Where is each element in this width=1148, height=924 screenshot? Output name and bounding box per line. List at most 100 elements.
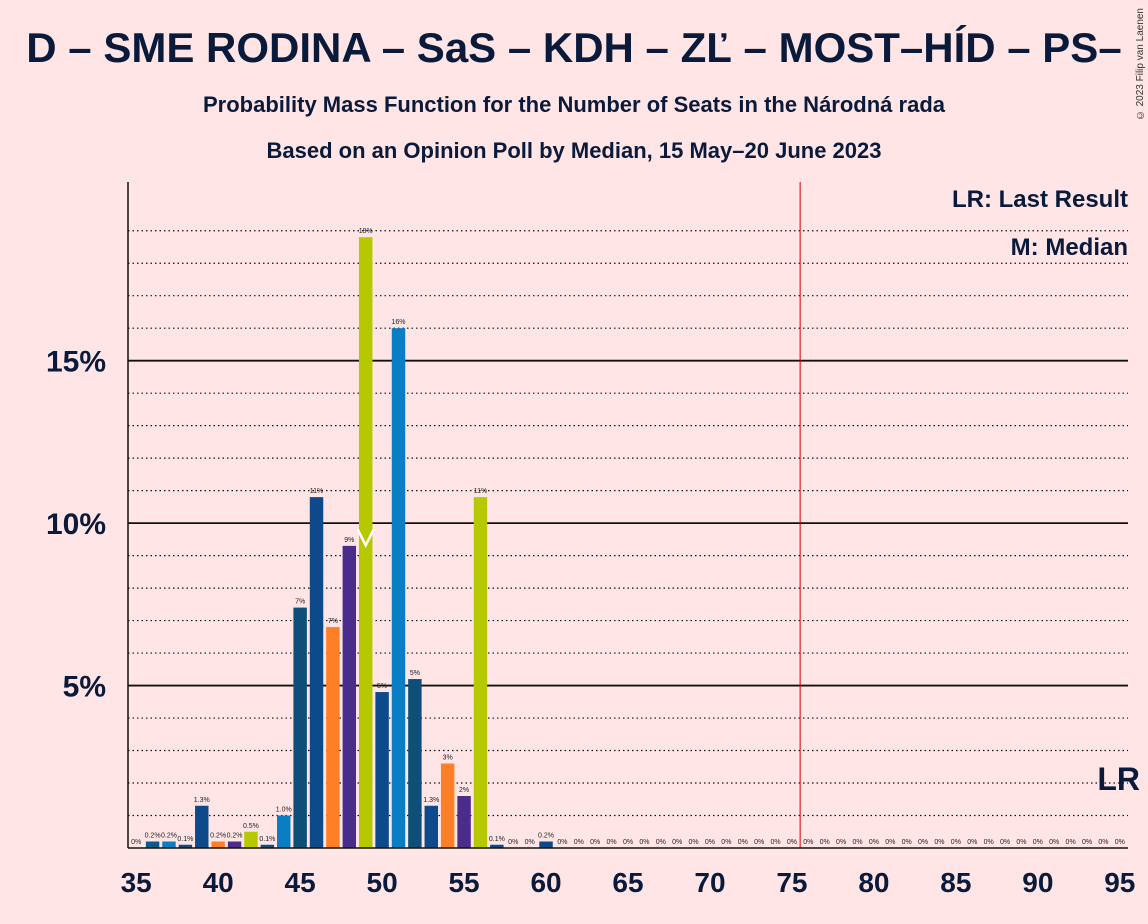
bar-label-seat-41: 0.2% bbox=[227, 833, 243, 840]
bar-seat-45 bbox=[293, 607, 307, 848]
bar-seat-42 bbox=[244, 831, 258, 848]
legend-median: M: Median bbox=[1010, 234, 1128, 261]
chart-markers: LR bbox=[356, 528, 1140, 797]
bar-label-seat-46: 11% bbox=[310, 488, 324, 495]
bar-label-seat-75: 0% bbox=[787, 839, 797, 846]
bar-seat-43 bbox=[260, 844, 275, 848]
bar-label-seat-92: 0% bbox=[1066, 839, 1076, 846]
bar-label-seat-42: 0.5% bbox=[243, 823, 259, 830]
bar-seat-50 bbox=[375, 692, 389, 848]
bar-label-seat-48: 9% bbox=[344, 537, 354, 544]
bar-seat-41 bbox=[227, 841, 242, 848]
bar-label-seat-85: 0% bbox=[951, 839, 961, 846]
bar-label-seat-76: 0% bbox=[803, 839, 813, 846]
bar-label-seat-50: 5% bbox=[377, 683, 387, 690]
bar-seat-44 bbox=[277, 815, 291, 848]
bar-seat-46 bbox=[309, 497, 324, 848]
bar-label-seat-73: 0% bbox=[754, 839, 764, 846]
bar-label-seat-49: 19% bbox=[359, 228, 373, 235]
bar-label-seat-35: 0% bbox=[131, 839, 141, 846]
chart-axes: 5% 10% 15% 35 40 45 50 55 60 65 70 75 80 85 90 95 bbox=[46, 182, 1135, 898]
x-tick-label: 55 bbox=[448, 867, 479, 898]
bar-seat-53 bbox=[424, 805, 438, 848]
bar-label-seat-39: 1.3% bbox=[194, 797, 210, 804]
bar-seat-52 bbox=[408, 679, 422, 848]
chart-title: D – SME RODINA – SaS – KDH – ZĽ – MOST–H… bbox=[0, 24, 1148, 80]
bar-label-seat-68: 0% bbox=[672, 839, 682, 846]
chart-title-text: D – SME RODINA – SaS – KDH – ZĽ – MOST–H… bbox=[26, 24, 1122, 71]
bar-label-seat-58: 0% bbox=[508, 839, 518, 846]
chart-data-labels: 0%0.2% 0.2% 0.1%1.3%0.2% 0.2%0.5%0.1%1.0%7%… bbox=[131, 228, 1125, 846]
bar-label-seat-47: 7% bbox=[328, 618, 338, 625]
bar-seat-39 bbox=[195, 805, 209, 848]
bar-label-seat-74: 0% bbox=[770, 839, 780, 846]
bar-label-seat-88: 0% bbox=[1000, 839, 1010, 846]
bar-seat-38 bbox=[178, 844, 193, 848]
bar-label-seat-80: 0% bbox=[869, 839, 879, 846]
x-tick-label: 80 bbox=[858, 867, 889, 898]
bar-label-seat-84: 0% bbox=[934, 839, 944, 846]
x-tick-label: 40 bbox=[203, 867, 234, 898]
bar-label-seat-77: 0% bbox=[820, 839, 830, 846]
bar-label-seat-51: 16% bbox=[391, 319, 405, 326]
bar-label-seat-45: 7% bbox=[295, 599, 305, 606]
bar-label-seat-82: 0% bbox=[902, 839, 912, 846]
bar-label-seat-62: 0% bbox=[574, 839, 584, 846]
bar-label-seat-36: 0.2% bbox=[145, 833, 161, 840]
bar-label-seat-66: 0% bbox=[639, 839, 649, 846]
bar-label-seat-65: 0% bbox=[623, 839, 633, 846]
bar-label-seat-79: 0% bbox=[852, 839, 862, 846]
bar-label-seat-64: 0% bbox=[607, 839, 617, 846]
x-tick-label: 90 bbox=[1022, 867, 1053, 898]
bar-seat-47 bbox=[326, 627, 340, 848]
chart-gridlines bbox=[128, 182, 1128, 848]
x-tick-label: 45 bbox=[285, 867, 316, 898]
bar-seat-54 bbox=[440, 763, 455, 848]
x-tick-label: 35 bbox=[121, 867, 152, 898]
bar-label-seat-87: 0% bbox=[984, 839, 994, 846]
y-tick-label: 10% bbox=[46, 508, 106, 541]
bar-label-seat-91: 0% bbox=[1049, 839, 1059, 846]
bar-label-seat-81: 0% bbox=[885, 839, 895, 846]
chart-bars bbox=[145, 237, 553, 849]
y-tick-label: 5% bbox=[63, 671, 106, 704]
bar-label-seat-40: 0.2% bbox=[210, 833, 226, 840]
bar-label-seat-60: 0.2% bbox=[538, 833, 554, 840]
x-tick-label: 50 bbox=[367, 867, 398, 898]
bar-label-seat-69: 0% bbox=[689, 839, 699, 846]
bar-seat-56 bbox=[473, 497, 488, 848]
x-tick-label: 75 bbox=[776, 867, 807, 898]
bar-label-seat-94: 0% bbox=[1098, 839, 1108, 846]
bar-label-seat-89: 0% bbox=[1016, 839, 1026, 846]
x-tick-label: 60 bbox=[530, 867, 561, 898]
x-tick-label: 65 bbox=[612, 867, 643, 898]
bar-label-seat-38: 0.1% bbox=[177, 836, 193, 843]
bar-seat-55 bbox=[457, 796, 471, 848]
chart-subtitle: Probability Mass Function for the Number… bbox=[203, 92, 945, 117]
bar-seat-51 bbox=[391, 328, 406, 848]
bar-seat-48 bbox=[342, 545, 357, 848]
bar-label-seat-52: 5% bbox=[410, 670, 420, 677]
bar-label-seat-70: 0% bbox=[705, 839, 715, 846]
bar-label-seat-54: 3% bbox=[443, 755, 453, 762]
legend-last-result: LR: Last Result bbox=[951, 186, 1128, 213]
bar-seat-40 bbox=[211, 841, 225, 848]
bar-label-seat-63: 0% bbox=[590, 839, 600, 846]
bar-label-seat-78: 0% bbox=[836, 839, 846, 846]
bar-label-seat-43: 0.1% bbox=[259, 836, 275, 843]
x-tick-label: 85 bbox=[940, 867, 971, 898]
bar-seat-57 bbox=[490, 844, 504, 848]
y-tick-label: 15% bbox=[46, 346, 106, 379]
chart-subtitle-poll: Based on an Opinion Poll by Median, 15 M… bbox=[266, 138, 882, 163]
bar-label-seat-72: 0% bbox=[738, 839, 748, 846]
bar-label-seat-93: 0% bbox=[1082, 839, 1092, 846]
x-tick-label: 70 bbox=[694, 867, 725, 898]
bar-seat-36 bbox=[145, 841, 160, 848]
median-marker bbox=[356, 528, 375, 549]
bar-label-seat-67: 0% bbox=[656, 839, 666, 846]
bar-label-seat-37: 0.2% bbox=[161, 833, 177, 840]
bar-label-seat-86: 0% bbox=[967, 839, 977, 846]
x-tick-label: 95 bbox=[1104, 867, 1135, 898]
bar-label-seat-55: 2% bbox=[459, 787, 469, 794]
